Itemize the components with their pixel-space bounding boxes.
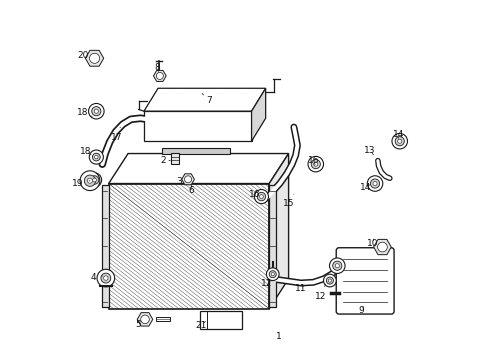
Circle shape bbox=[332, 261, 341, 270]
Text: 18: 18 bbox=[76, 108, 92, 117]
Text: 14: 14 bbox=[359, 183, 370, 192]
Circle shape bbox=[103, 276, 108, 280]
Circle shape bbox=[327, 279, 331, 282]
Text: 12: 12 bbox=[314, 284, 325, 301]
Bar bbox=[200, 311, 242, 329]
Circle shape bbox=[88, 103, 104, 119]
Circle shape bbox=[89, 150, 103, 164]
Text: 2: 2 bbox=[160, 156, 170, 165]
Text: 11: 11 bbox=[294, 284, 305, 293]
Circle shape bbox=[325, 277, 333, 284]
Text: 18: 18 bbox=[80, 147, 91, 156]
Circle shape bbox=[254, 189, 268, 204]
Circle shape bbox=[101, 273, 111, 283]
Circle shape bbox=[184, 176, 191, 183]
Circle shape bbox=[266, 268, 279, 280]
FancyBboxPatch shape bbox=[336, 248, 393, 314]
Text: 15: 15 bbox=[282, 194, 294, 208]
Polygon shape bbox=[251, 88, 265, 141]
Circle shape bbox=[329, 258, 345, 274]
Bar bbox=[171, 153, 178, 164]
Circle shape bbox=[84, 175, 96, 186]
Circle shape bbox=[269, 271, 276, 278]
Circle shape bbox=[92, 178, 96, 182]
Circle shape bbox=[310, 159, 320, 169]
Polygon shape bbox=[143, 88, 265, 111]
Circle shape bbox=[87, 173, 102, 187]
Text: 9: 9 bbox=[358, 306, 364, 315]
Circle shape bbox=[307, 156, 323, 172]
Text: 20: 20 bbox=[77, 51, 88, 60]
Polygon shape bbox=[143, 111, 251, 141]
Text: 4: 4 bbox=[90, 273, 102, 282]
Circle shape bbox=[94, 109, 98, 113]
Circle shape bbox=[141, 315, 149, 324]
Circle shape bbox=[94, 155, 98, 159]
Circle shape bbox=[313, 162, 317, 166]
Text: 5: 5 bbox=[135, 320, 141, 329]
Circle shape bbox=[323, 274, 336, 287]
Text: 19: 19 bbox=[72, 179, 90, 188]
Text: 17: 17 bbox=[111, 127, 122, 142]
Circle shape bbox=[259, 195, 263, 198]
Text: 10: 10 bbox=[366, 239, 377, 248]
Circle shape bbox=[397, 139, 401, 143]
Text: 7: 7 bbox=[202, 94, 212, 105]
Text: 16: 16 bbox=[307, 156, 318, 165]
Circle shape bbox=[270, 273, 274, 276]
Text: 8: 8 bbox=[154, 63, 160, 72]
Polygon shape bbox=[153, 71, 166, 81]
Circle shape bbox=[90, 176, 99, 184]
Circle shape bbox=[394, 136, 404, 146]
Polygon shape bbox=[102, 185, 108, 307]
Circle shape bbox=[89, 53, 100, 63]
Circle shape bbox=[92, 107, 101, 116]
Circle shape bbox=[92, 153, 100, 161]
Circle shape bbox=[377, 242, 386, 252]
Polygon shape bbox=[269, 154, 288, 309]
Polygon shape bbox=[182, 174, 194, 185]
Circle shape bbox=[156, 72, 163, 80]
Text: 14: 14 bbox=[392, 130, 404, 139]
Circle shape bbox=[335, 264, 339, 268]
Circle shape bbox=[257, 192, 265, 201]
Circle shape bbox=[372, 181, 376, 186]
Circle shape bbox=[80, 171, 100, 190]
Text: 21: 21 bbox=[195, 321, 207, 330]
Circle shape bbox=[97, 269, 114, 287]
Text: 12: 12 bbox=[261, 279, 272, 288]
Text: 13: 13 bbox=[364, 145, 375, 155]
Circle shape bbox=[391, 134, 407, 149]
Circle shape bbox=[87, 178, 92, 183]
Bar bbox=[155, 316, 169, 321]
Polygon shape bbox=[269, 185, 275, 307]
Polygon shape bbox=[85, 50, 103, 66]
Circle shape bbox=[366, 176, 382, 191]
Polygon shape bbox=[108, 154, 288, 184]
Text: 1: 1 bbox=[276, 333, 282, 342]
Text: 16: 16 bbox=[249, 190, 260, 199]
Bar bbox=[161, 148, 230, 154]
Text: 3: 3 bbox=[176, 177, 182, 186]
Text: 6: 6 bbox=[188, 185, 194, 195]
Polygon shape bbox=[373, 239, 390, 255]
Circle shape bbox=[370, 179, 379, 188]
Polygon shape bbox=[137, 312, 152, 326]
